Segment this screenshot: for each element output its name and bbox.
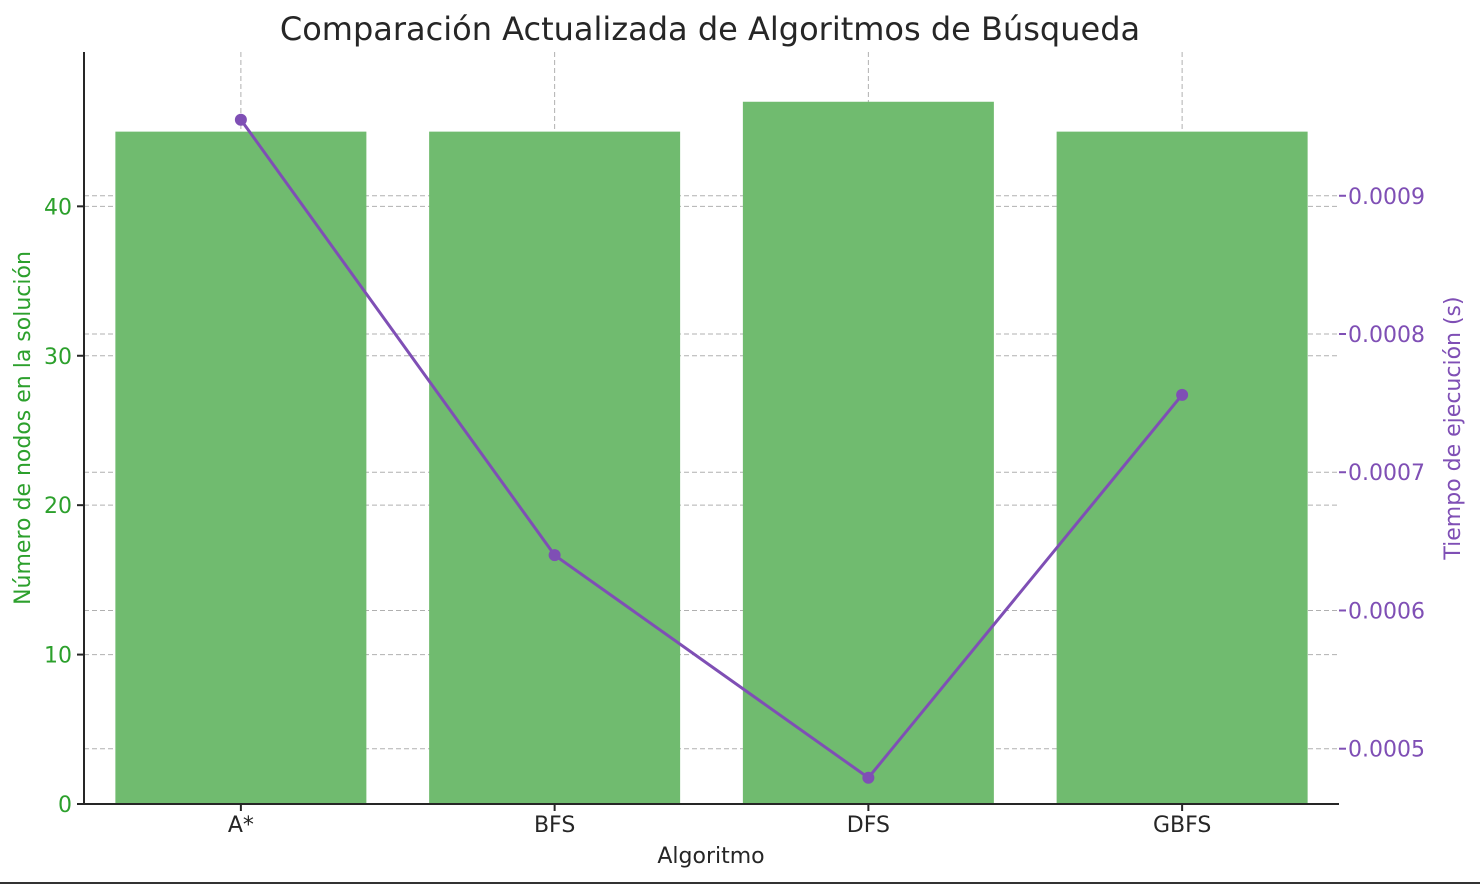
right-tick-label: 0.0007: [1348, 461, 1425, 486]
left-axis: 0 10 20 30 40: [44, 195, 84, 818]
right-y-axis-title: Tiempo de ejecución (s): [1441, 296, 1466, 560]
left-tick-label: 20: [44, 494, 72, 519]
line-point-A*: [234, 113, 247, 126]
bar-BFS: [429, 131, 681, 805]
right-tick-label: 0.0008: [1348, 323, 1425, 348]
x-axis-title: Algoritmo: [657, 844, 764, 869]
line-layer: [234, 113, 1189, 784]
x-tick-label: A*: [228, 813, 254, 838]
right-tick-label: 0.0006: [1348, 599, 1425, 624]
right-axis: 0.0005 0.0006 0.0007 0.0008 0.0009: [1339, 185, 1425, 763]
x-tick-label: GBFS: [1153, 813, 1211, 838]
chart-title: Comparación Actualizada de Algoritmos de…: [280, 10, 1140, 48]
left-tick-label: 40: [44, 195, 72, 220]
bar-A*: [115, 131, 367, 805]
left-tick-label: 0: [58, 793, 72, 818]
line-point-BFS: [548, 549, 561, 562]
x-tick-label: DFS: [847, 813, 890, 838]
x-tick-label: BFS: [534, 813, 575, 838]
bars-layer: [115, 101, 1308, 805]
left-y-axis-title: Número de nodos en la solución: [11, 251, 36, 605]
left-tick-label: 30: [44, 345, 72, 370]
x-axis: A* BFS DFS GBFS: [228, 804, 1211, 838]
right-tick-label: 0.0005: [1348, 738, 1425, 763]
left-tick-label: 10: [44, 644, 72, 669]
bottom-border: [0, 882, 1480, 884]
line-point-GBFS: [1176, 388, 1189, 401]
right-tick-label: 0.0009: [1348, 185, 1425, 210]
bar-GBFS: [1056, 131, 1308, 805]
bar-DFS: [742, 101, 994, 804]
line-point-DFS: [862, 771, 875, 784]
line-series: [239, 118, 1184, 780]
